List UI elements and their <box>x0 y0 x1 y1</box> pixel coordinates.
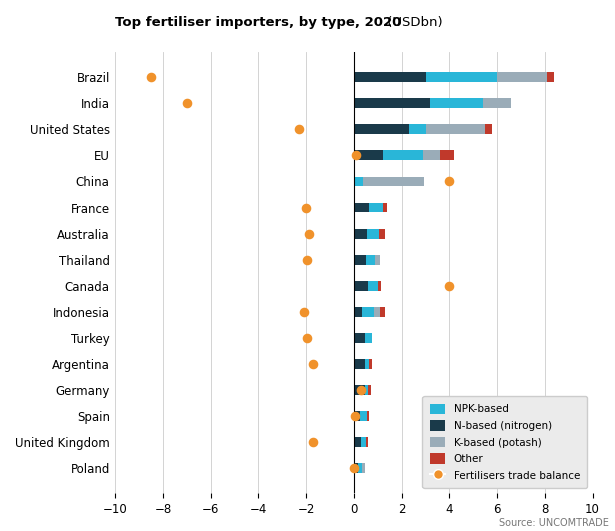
Legend: NPK-based, N-based (nitrogen), K-based (potash), Other, Fertilisers trade balanc: NPK-based, N-based (nitrogen), K-based (… <box>423 396 587 488</box>
Bar <box>354 229 367 238</box>
Bar <box>375 255 380 264</box>
Bar <box>365 385 368 395</box>
Bar <box>361 437 366 447</box>
Point <box>445 177 454 186</box>
Point <box>303 333 312 342</box>
Bar <box>354 124 409 134</box>
Point <box>445 281 454 290</box>
Bar <box>362 464 365 473</box>
Bar <box>383 203 387 212</box>
Bar <box>379 229 385 238</box>
Bar <box>354 150 383 160</box>
Bar <box>547 72 554 82</box>
Point <box>301 203 311 212</box>
Bar <box>354 437 361 447</box>
Text: Source: UNCOMTRADE: Source: UNCOMTRADE <box>499 518 609 528</box>
Point <box>304 229 314 238</box>
Point <box>294 125 304 134</box>
Bar <box>368 385 371 395</box>
Point <box>146 73 156 81</box>
Bar <box>354 411 360 421</box>
Bar <box>354 333 365 343</box>
Bar <box>363 176 424 186</box>
Bar <box>354 281 368 290</box>
Bar <box>383 150 423 160</box>
Point <box>350 412 360 421</box>
Bar <box>354 307 362 317</box>
Bar <box>370 359 372 369</box>
Bar <box>378 281 381 290</box>
Bar <box>366 437 368 447</box>
Bar <box>365 359 370 369</box>
Bar <box>368 281 378 290</box>
Bar <box>362 307 374 317</box>
Bar <box>354 255 366 264</box>
Bar <box>354 72 426 82</box>
Bar <box>367 411 370 421</box>
Bar <box>485 124 493 134</box>
Bar <box>354 203 370 212</box>
Bar <box>430 98 483 108</box>
Bar <box>354 98 430 108</box>
Bar <box>365 333 372 343</box>
Bar <box>354 359 365 369</box>
Bar <box>497 72 547 82</box>
Bar <box>357 464 362 473</box>
Bar <box>360 411 367 421</box>
Bar <box>374 307 380 317</box>
Bar <box>354 385 365 395</box>
Bar <box>354 464 357 473</box>
Bar <box>440 150 454 160</box>
Point <box>351 151 361 160</box>
Bar <box>370 203 383 212</box>
Point <box>349 464 359 473</box>
Bar <box>426 72 497 82</box>
Bar <box>354 176 363 186</box>
Point <box>356 386 366 395</box>
Text: Top fertiliser importers, by type, 2020: Top fertiliser importers, by type, 2020 <box>115 16 402 29</box>
Point <box>303 255 312 264</box>
Bar <box>426 124 485 134</box>
Point <box>309 359 319 368</box>
Point <box>309 438 319 447</box>
Bar <box>380 307 385 317</box>
Bar <box>423 150 440 160</box>
Bar <box>483 98 512 108</box>
Bar <box>366 255 375 264</box>
Bar <box>409 124 426 134</box>
Bar <box>367 229 379 238</box>
Text: (USDbn): (USDbn) <box>383 16 442 29</box>
Point <box>182 99 192 107</box>
Point <box>299 307 309 316</box>
